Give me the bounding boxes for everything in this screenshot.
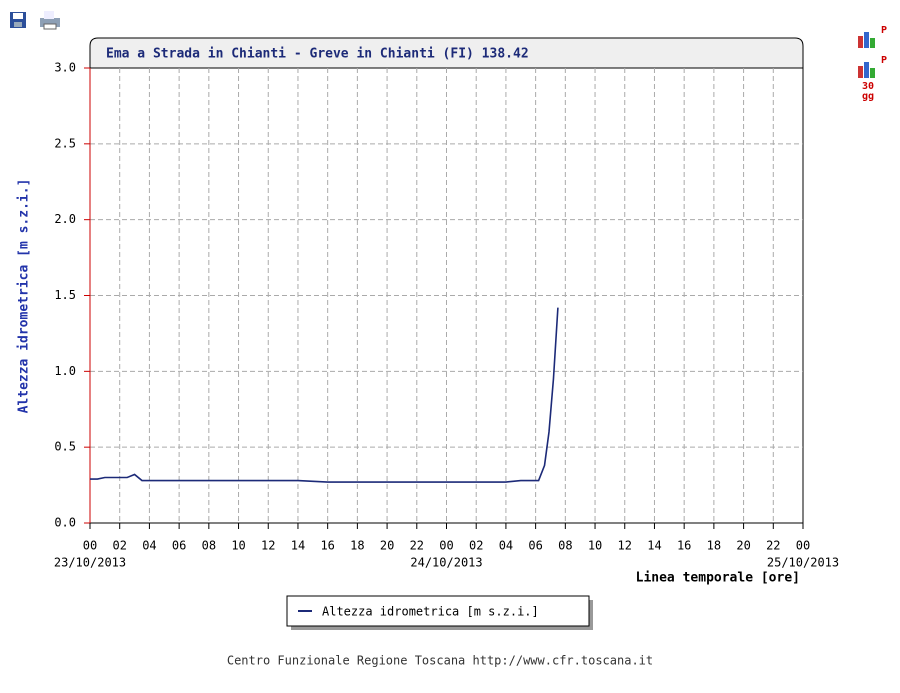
y-tick-label: 2.5	[54, 136, 76, 150]
legend-entry: Altezza idrometrica [m s.z.i.]	[322, 605, 539, 619]
chart-icon[interactable]	[858, 32, 875, 48]
chart-title: Ema a Strada in Chianti - Greve in Chian…	[106, 47, 529, 62]
x-axis-label: Linea temporale [ore]	[636, 571, 800, 586]
x-tick-label: 00	[439, 539, 453, 553]
save-icon[interactable]	[10, 12, 26, 28]
x-tick-label: 12	[261, 539, 275, 553]
x-tick-label: 14	[647, 539, 661, 553]
x-tick-label: 12	[618, 539, 632, 553]
x-tick-label: 02	[469, 539, 483, 553]
print-icon[interactable]	[40, 11, 60, 30]
icon-badge: P	[881, 55, 887, 66]
icon-caption: 30	[862, 81, 874, 92]
x-tick-label: 10	[588, 539, 602, 553]
x-tick-label: 18	[350, 539, 364, 553]
y-tick-label: 0.5	[54, 440, 76, 454]
x-tick-label: 16	[677, 539, 691, 553]
x-tick-label: 10	[231, 539, 245, 553]
x-tick-label: 08	[558, 539, 572, 553]
chart-30-icon[interactable]	[858, 62, 875, 78]
y-axis-label: Altezza idrometrica [m s.z.i.]	[17, 179, 32, 414]
legend-box	[286, 595, 590, 627]
x-tick-label: 08	[202, 539, 216, 553]
x-tick-label: 06	[528, 539, 542, 553]
y-tick-label: 3.0	[54, 61, 76, 75]
date-label: 25/10/2013	[767, 556, 839, 570]
x-tick-label: 22	[766, 539, 780, 553]
y-tick-label: 1.5	[54, 288, 76, 302]
title-box	[89, 37, 804, 69]
date-label: 23/10/2013	[54, 556, 126, 570]
date-label: 24/10/2013	[410, 556, 482, 570]
x-tick-label: 04	[499, 539, 513, 553]
x-tick-label: 14	[291, 539, 305, 553]
x-tick-label: 20	[736, 539, 750, 553]
icon-caption: gg	[862, 91, 874, 102]
icon-badge: P	[881, 25, 887, 36]
x-tick-label: 22	[410, 539, 424, 553]
x-tick-label: 06	[172, 539, 186, 553]
y-tick-label: 1.0	[54, 364, 76, 378]
x-tick-label: 00	[83, 539, 97, 553]
x-tick-label: 04	[142, 539, 156, 553]
x-tick-label: 18	[707, 539, 721, 553]
footer: Centro Funzionale Regione Toscana http:/…	[227, 654, 653, 668]
data-line	[90, 307, 559, 483]
x-tick-label: 20	[380, 539, 394, 553]
x-tick-label: 00	[796, 539, 810, 553]
x-tick-label: 16	[320, 539, 334, 553]
x-tick-label: 02	[112, 539, 126, 553]
y-tick-label: 0.0	[54, 516, 76, 530]
y-tick-label: 2.0	[54, 212, 76, 226]
